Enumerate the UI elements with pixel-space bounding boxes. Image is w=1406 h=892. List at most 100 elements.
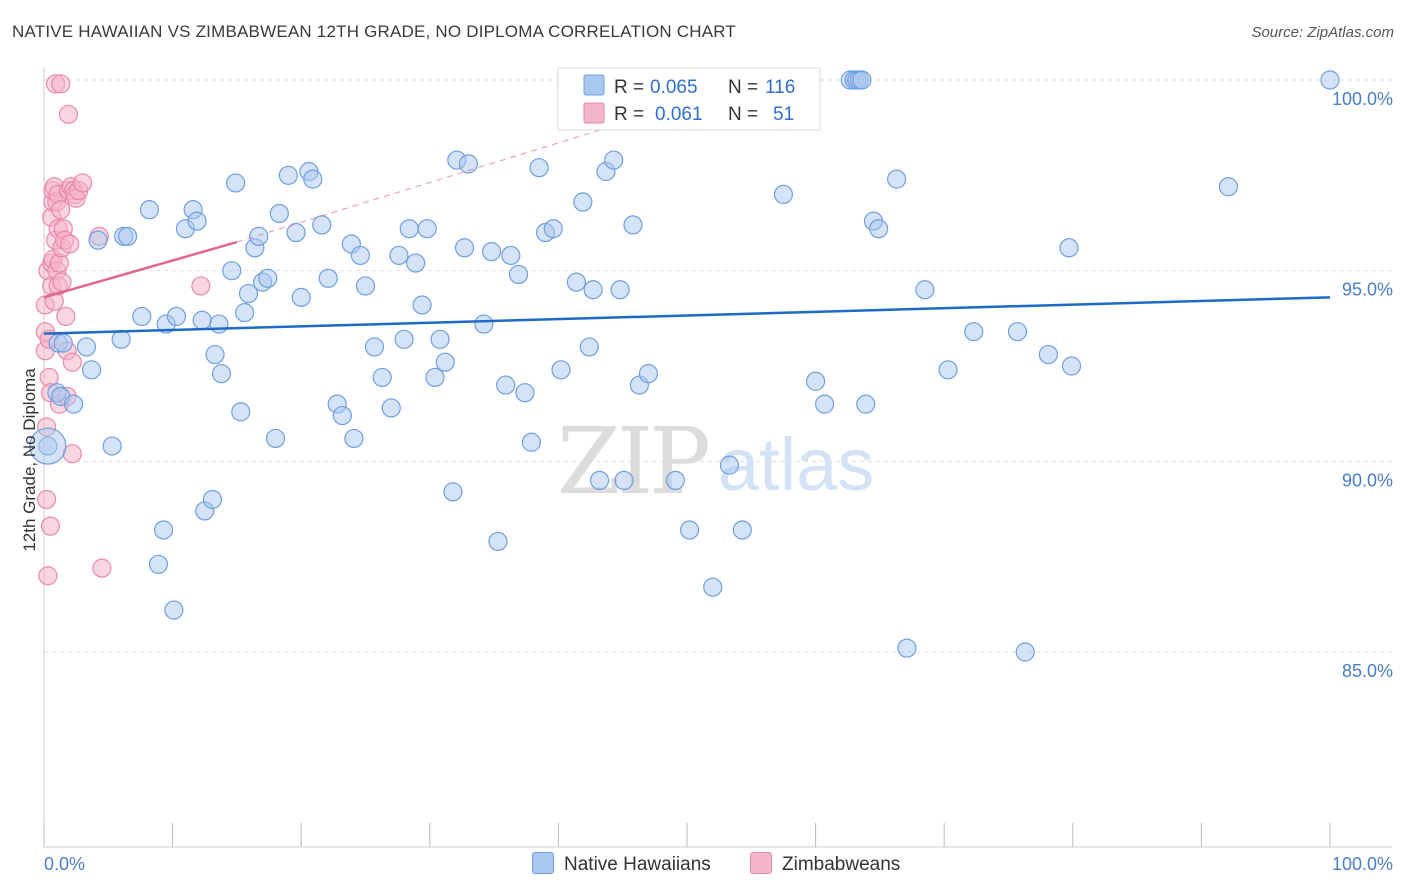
data-point-native-hawaiians <box>508 264 529 285</box>
data-point-native-hawaiians <box>732 520 752 540</box>
data-point-zimbabweans <box>62 352 82 372</box>
data-point-native-hawaiians <box>501 245 521 266</box>
data-point-zimbabweans <box>36 489 57 510</box>
chart-title: NATIVE HAWAIIAN VS ZIMBABWEAN 12TH GRADE… <box>12 22 737 41</box>
data-point-native-hawaiians <box>205 344 225 365</box>
data-point-native-hawaiians <box>269 203 289 224</box>
data-point-native-hawaiians <box>815 394 835 414</box>
stats-legend: R = 0.065 N = 116 R = 0.061 N = 51 <box>557 67 821 131</box>
data-point-native-hawaiians <box>805 371 826 391</box>
data-point-zimbabweans <box>38 566 58 586</box>
data-point-native-hawaiians <box>583 280 603 300</box>
data-point-native-hawaiians <box>166 306 187 327</box>
data-point-native-hawaiians <box>915 280 935 300</box>
data-point-zimbabweans <box>92 558 112 578</box>
trend-line-native-hawaiians <box>43 296 1331 335</box>
data-point-native-hawaiians <box>291 287 311 307</box>
data-point-native-hawaiians <box>1059 238 1079 258</box>
data-point-native-hawaiians <box>265 428 286 449</box>
y-tick-label: 90.0% <box>1342 470 1393 490</box>
data-point-native-hawaiians <box>458 154 478 174</box>
data-point-native-hawaiians <box>1015 642 1035 662</box>
data-point-zimbabweans <box>60 234 80 254</box>
data-point-zimbabweans <box>40 516 61 536</box>
data-point-zimbabweans <box>58 104 79 124</box>
data-point-native-hawaiians <box>1061 356 1082 376</box>
data-point-native-hawaiians <box>856 394 876 414</box>
data-point-native-hawaiians <box>372 367 392 388</box>
data-point-native-hawaiians <box>679 520 700 540</box>
data-point-native-hawaiians <box>399 219 419 239</box>
data-point-zimbabweans <box>51 74 71 94</box>
data-point-zimbabweans <box>191 276 211 296</box>
stats-n-value-blue: 116 <box>765 77 795 98</box>
y-tick-label: 85.0% <box>1342 661 1393 681</box>
data-point-native-hawaiians <box>286 222 306 243</box>
watermark-zip: ZIP <box>557 408 708 515</box>
data-point-native-hawaiians <box>355 276 376 296</box>
data-point-native-hawaiians <box>614 470 634 490</box>
stats-n-label-blue: N = <box>728 77 758 98</box>
watermark-atlas: atlas <box>718 423 874 506</box>
data-point-native-hawaiians <box>1320 70 1340 90</box>
data-point-native-hawaiians <box>278 165 298 185</box>
data-point-native-hawaiians <box>249 226 269 246</box>
data-point-zimbabweans <box>56 306 76 327</box>
data-point-native-hawaiians <box>579 337 599 357</box>
data-point-native-hawaiians <box>417 219 437 239</box>
trend-line-zimbabweans-extension <box>236 94 713 243</box>
data-point-native-hawaiians <box>719 455 740 475</box>
data-point-native-hawaiians <box>897 638 917 658</box>
data-point-native-hawaiians <box>211 364 232 384</box>
data-point-native-hawaiians <box>1038 344 1058 365</box>
data-point-native-hawaiians-cluster <box>29 427 67 465</box>
data-point-native-hawaiians <box>389 245 409 266</box>
data-point-native-hawaiians <box>406 253 426 273</box>
data-point-zimbabweans <box>52 272 72 292</box>
data-point-native-hawaiians <box>303 169 323 189</box>
data-point-native-hawaiians <box>454 238 475 258</box>
watermark: ZIP atlas <box>557 408 874 515</box>
data-point-native-hawaiians <box>332 405 352 426</box>
stats-r-value-pink: 0.061 <box>655 104 703 125</box>
data-point-native-hawaiians <box>344 428 364 449</box>
data-point-native-hawaiians <box>412 295 432 315</box>
data-point-native-hawaiians <box>153 520 174 540</box>
legend-label-native-hawaiians: Native Hawaiians <box>564 854 711 875</box>
data-point-native-hawaiians <box>76 337 97 357</box>
data-point-native-hawaiians <box>117 226 138 246</box>
data-point-native-hawaiians <box>703 577 723 597</box>
stats-r-value-blue: 0.065 <box>650 77 698 98</box>
data-point-native-hawaiians <box>63 394 84 414</box>
data-point-native-hawaiians <box>443 482 463 502</box>
data-point-native-hawaiians <box>192 310 212 330</box>
data-point-native-hawaiians <box>102 436 122 456</box>
data-point-native-hawaiians <box>430 329 450 349</box>
data-point-native-hawaiians <box>381 398 401 418</box>
data-point-native-hawaiians <box>81 360 102 380</box>
data-point-zimbabweans <box>51 200 71 220</box>
data-point-native-hawaiians <box>1218 177 1239 197</box>
data-point-native-hawaiians <box>132 306 152 327</box>
data-point-native-hawaiians <box>231 402 251 422</box>
stats-legend-swatch-pink <box>583 102 605 124</box>
data-point-native-hawaiians <box>589 470 610 490</box>
stats-r-label-blue: R = <box>614 77 644 98</box>
data-point-native-hawaiians <box>938 360 958 380</box>
data-point-native-hawaiians <box>869 219 889 239</box>
data-point-native-hawaiians <box>435 352 455 372</box>
data-point-native-hawaiians <box>623 215 643 235</box>
data-point-native-hawaiians <box>610 280 630 300</box>
stats-n-label-pink: N = <box>728 104 758 125</box>
data-point-native-hawaiians <box>604 150 624 170</box>
data-point-native-hawaiians <box>551 360 571 380</box>
data-point-native-hawaiians <box>543 219 563 239</box>
data-point-native-hawaiians <box>164 600 184 620</box>
data-point-native-hawaiians <box>318 268 338 288</box>
y-tick-labels: 85.0% 90.0% 95.0% 100.0% <box>1332 89 1393 681</box>
data-point-native-hawaiians <box>496 375 516 395</box>
legend-swatch-native-hawaiians <box>532 852 554 874</box>
data-point-native-hawaiians <box>488 531 508 552</box>
data-point-native-hawaiians <box>88 230 108 250</box>
